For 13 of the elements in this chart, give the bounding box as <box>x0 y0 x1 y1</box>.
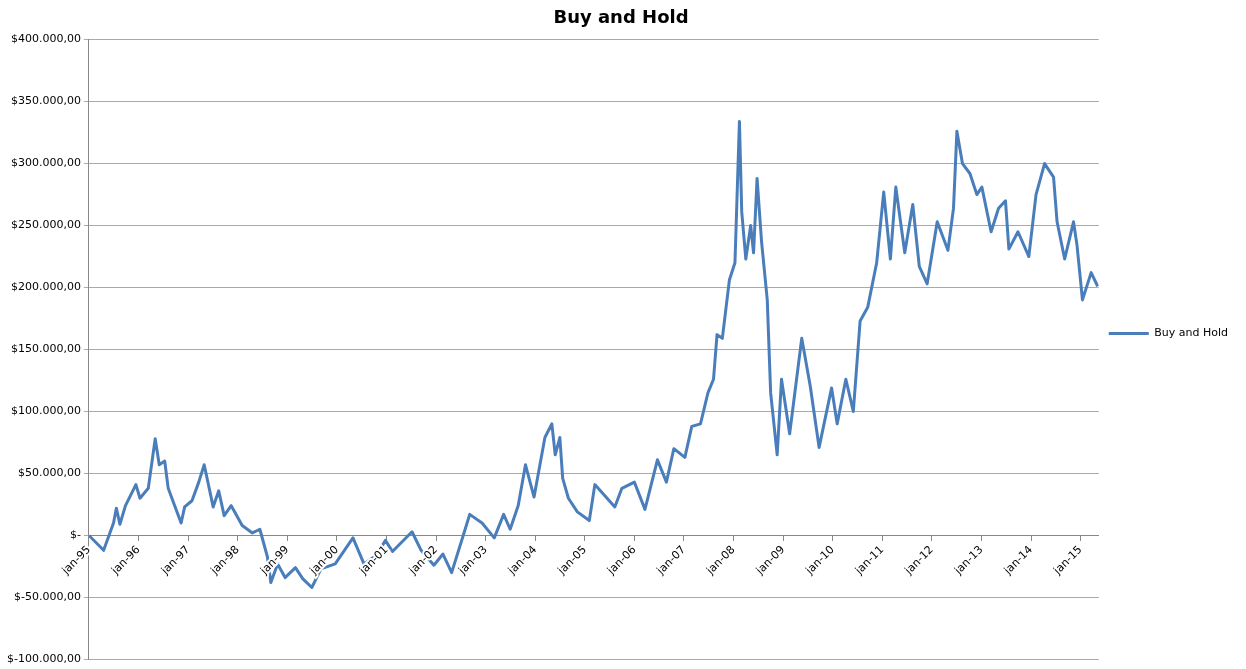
y-tick-label: $300.000,00 <box>10 156 81 170</box>
y-tick-label: $200.000,00 <box>10 280 81 294</box>
y-tick-label: $100.000,00 <box>10 404 81 418</box>
y-tick-label: $250.000,00 <box>10 218 81 232</box>
legend-label: Buy and Hold <box>1154 326 1229 340</box>
y-tick-label: $150.000,00 <box>10 342 81 356</box>
y-tick-label: $400.000,00 <box>10 32 81 46</box>
y-tick-label: $350.000,00 <box>10 94 81 108</box>
y-tick-label: $-100.000,00 <box>7 652 81 666</box>
y-tick-label: $50.000,00 <box>17 466 81 480</box>
y-tick-label: $-50.000,00 <box>14 590 81 604</box>
chart-title: Buy and Hold <box>553 6 689 28</box>
y-tick-label: $- <box>69 528 81 542</box>
